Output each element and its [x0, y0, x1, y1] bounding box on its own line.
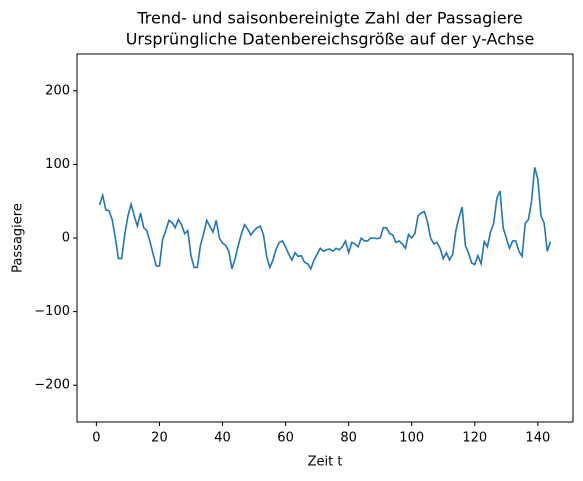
- y-tick-label: −100: [34, 304, 70, 319]
- x-tick-label: 100: [399, 431, 424, 446]
- chart-subtitle: Ursprüngliche Datenbereichsgröße auf der…: [126, 30, 535, 49]
- x-tick-label: 0: [92, 431, 100, 446]
- chart-title: Trend- und saisonbereinigte Zahl der Pas…: [136, 9, 522, 28]
- x-tick-label: 120: [462, 431, 487, 446]
- x-tick-label: 20: [151, 431, 168, 446]
- y-tick-label: 0: [62, 231, 70, 246]
- line: [98, 167, 552, 271]
- y-tick-label: −200: [34, 378, 70, 393]
- y-tick-label: 200: [45, 83, 70, 98]
- plot-frame: [76, 53, 574, 423]
- x-axis-label: Zeit t: [308, 455, 343, 470]
- x-tick-label: 80: [340, 431, 357, 446]
- y-tick-label: 100: [45, 157, 70, 172]
- y-axis-label: Passagiere: [11, 203, 26, 273]
- x-tick-label: 60: [277, 431, 294, 446]
- x-tick-label: 40: [214, 431, 231, 446]
- x-tick-label: 140: [525, 431, 550, 446]
